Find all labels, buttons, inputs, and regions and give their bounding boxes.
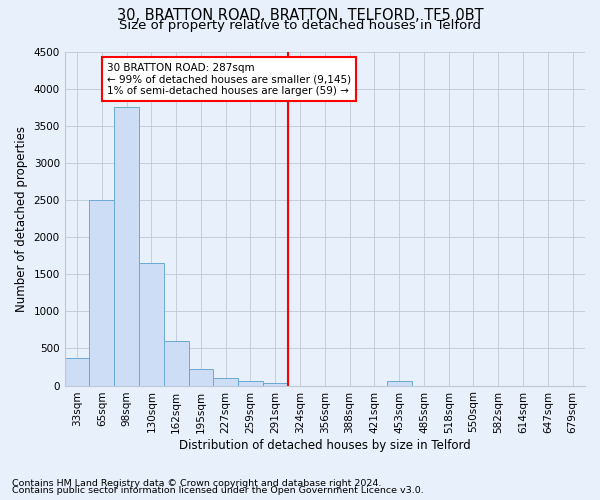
Bar <box>89 200 114 386</box>
Text: 30, BRATTON ROAD, BRATTON, TELFORD, TF5 0BT: 30, BRATTON ROAD, BRATTON, TELFORD, TF5 … <box>116 8 484 22</box>
Bar <box>238 381 263 386</box>
Text: Contains HM Land Registry data © Crown copyright and database right 2024.: Contains HM Land Registry data © Crown c… <box>12 478 382 488</box>
Bar <box>188 369 214 386</box>
Y-axis label: Number of detached properties: Number of detached properties <box>15 126 28 312</box>
X-axis label: Distribution of detached houses by size in Telford: Distribution of detached houses by size … <box>179 440 471 452</box>
Text: Size of property relative to detached houses in Telford: Size of property relative to detached ho… <box>119 19 481 32</box>
Bar <box>263 382 287 386</box>
Bar <box>114 107 139 386</box>
Bar <box>139 263 164 386</box>
Bar <box>214 378 238 386</box>
Bar <box>164 341 188 386</box>
Text: 30 BRATTON ROAD: 287sqm
← 99% of detached houses are smaller (9,145)
1% of semi-: 30 BRATTON ROAD: 287sqm ← 99% of detache… <box>107 62 351 96</box>
Bar <box>387 381 412 386</box>
Bar <box>65 358 89 386</box>
Text: Contains public sector information licensed under the Open Government Licence v3: Contains public sector information licen… <box>12 486 424 495</box>
